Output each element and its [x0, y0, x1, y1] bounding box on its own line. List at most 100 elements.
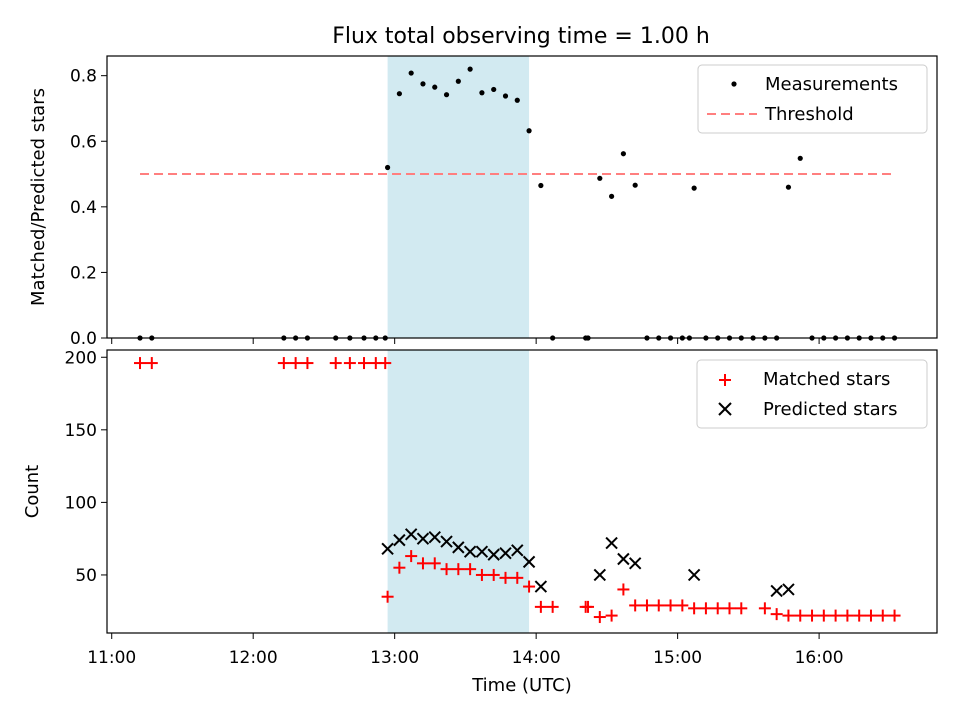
matched-star-point [428, 557, 441, 570]
measurement-point [538, 182, 544, 189]
matched-star-point [664, 599, 677, 612]
predicted-star-point [428, 531, 441, 544]
measurement-point [420, 81, 426, 87]
y-tick-label: 0.2 [70, 263, 97, 283]
measurement-point [467, 66, 473, 72]
matched-star-point [676, 599, 689, 612]
top-y-axis: 0.0 0.2 0.4 0.6 0.8 [70, 67, 107, 349]
predicted-star-point [475, 545, 489, 558]
matched-star-point [735, 602, 748, 615]
top-legend: Measurements Threshold [697, 64, 928, 134]
predicted-star-point [487, 548, 500, 561]
predicted-star-point [381, 542, 394, 556]
highlight-span-top [387, 56, 530, 338]
matched-star-point [464, 563, 477, 576]
x-tick-label: 12:00 [229, 648, 278, 668]
matched-star-point [817, 609, 830, 622]
matched-star-point [593, 611, 606, 624]
matched-star-point [416, 557, 429, 570]
legend-measurements-marker [731, 81, 737, 87]
bottom-y-axis-label: Count [22, 465, 43, 518]
matched-star-point [699, 602, 712, 615]
predicted-star-point [393, 533, 406, 547]
measurement-point [396, 91, 402, 97]
matched-star-point [888, 609, 901, 622]
predicted-star-point [522, 555, 536, 569]
matched-star-point [806, 609, 819, 622]
y-tick-label: 150 [65, 421, 97, 441]
measurement-point [597, 175, 603, 181]
matched-star-point [546, 600, 559, 613]
y-tick-label: 0.8 [70, 67, 97, 87]
predicted-star-point [770, 584, 783, 598]
legend-predicted-label: Predicted stars [763, 399, 897, 420]
top-axes-frame [106, 55, 938, 339]
matched-star-point [711, 602, 724, 615]
matched-star-point [358, 357, 371, 370]
predicted-star-point [499, 546, 512, 560]
matched-star-point [782, 609, 795, 622]
legend-box [697, 64, 928, 134]
x-tick-label: 13:00 [370, 648, 419, 668]
bottom-x-axis: 11:00 12:00 13:00 14:00 15:00 16:00 [87, 633, 844, 668]
y-tick-label: 0.0 [70, 329, 97, 349]
predicted-stars-points [381, 528, 795, 598]
measurement-point [491, 86, 497, 93]
matched-star-point [652, 599, 665, 612]
matched-star-point [640, 599, 653, 612]
predicted-star-point [440, 535, 453, 548]
matched-star-point [499, 571, 512, 584]
x-tick-label: 16:00 [795, 648, 844, 668]
matched-star-point [841, 609, 854, 622]
matched-star-point [381, 590, 394, 603]
matched-star-point [440, 563, 453, 576]
measurement-point [502, 93, 509, 99]
legend-predicted-marker [718, 402, 732, 416]
bottom-legend: Matched stars Predicted stars [696, 359, 928, 429]
matched-star-point [301, 357, 314, 370]
matched-star-point [876, 609, 889, 622]
matched-star-point [452, 563, 465, 576]
measurement-point [432, 84, 438, 90]
bottom-y-axis: 50 100 150 200 [65, 348, 107, 586]
top-panel: 0.00.20.40.60.8 Matched/Predicted stars … [28, 55, 938, 349]
measurement-point [514, 97, 520, 103]
y-tick-label: 0.6 [70, 132, 97, 152]
measurement-point [479, 90, 485, 96]
matched-star-point [853, 609, 866, 622]
measurement-point [691, 185, 697, 191]
matched-star-point [511, 571, 524, 584]
matched-star-point [794, 609, 807, 622]
top-y-axis-label: Matched/Predicted stars [28, 88, 49, 306]
predicted-star-point [593, 568, 607, 582]
legend-matched-marker [719, 374, 731, 386]
matched-stars-points [134, 357, 901, 624]
bottom-axes-frame [106, 349, 938, 634]
measurement-point [785, 184, 792, 190]
predicted-star-point [617, 552, 630, 566]
matched-star-point [277, 357, 290, 370]
bottom-panel: 50 100 150 200 11:00 12:00 13:00 14:00 15:00 16:… [22, 348, 938, 696]
predicted-star-point [416, 532, 430, 545]
measurement-point [620, 151, 626, 157]
predicted-star-point [463, 545, 477, 558]
y-tick-label: 200 [65, 348, 97, 368]
legend-box [696, 359, 928, 429]
top-x-ticks [111, 338, 820, 344]
x-tick-label: 15:00 [653, 648, 702, 668]
x-tick-label: 14:00 [512, 648, 561, 668]
matched-star-point [393, 561, 406, 574]
measurement-point [455, 78, 461, 84]
legend-matched-label: Matched stars [763, 369, 890, 390]
chart-title: Flux total observing time = 1.00 h [332, 24, 710, 49]
matched-star-point [534, 600, 547, 613]
measurement-point [443, 92, 450, 98]
matched-star-point [343, 357, 356, 370]
matched-star-point [758, 602, 771, 615]
highlight-span-bottom [387, 350, 530, 633]
predicted-star-point [404, 528, 418, 541]
y-tick-label: 0.4 [70, 198, 97, 218]
measurement-point [384, 164, 391, 171]
predicted-star-point [782, 583, 795, 596]
